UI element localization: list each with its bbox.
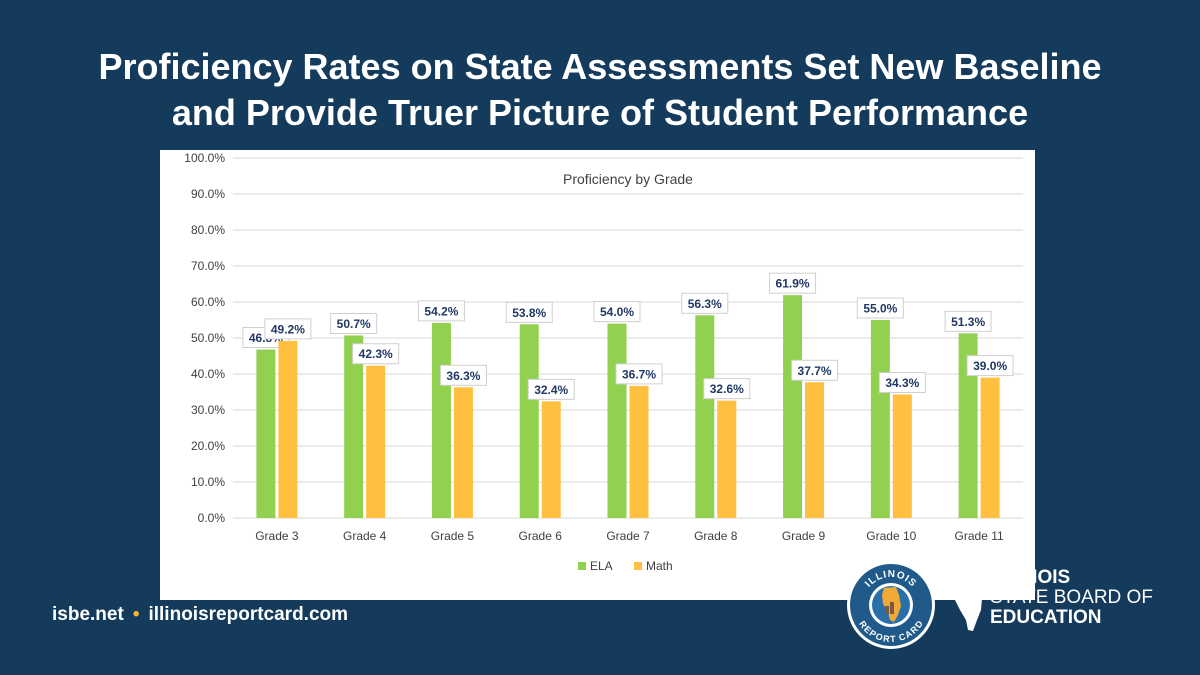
isbe-logo-line-1: ILLINOIS [990,567,1071,588]
y-tick-label: 80.0% [191,223,225,237]
data-label-box [966,355,1014,377]
x-tick-label: Grade 4 [343,529,387,543]
bar-ela [870,320,890,518]
data-label-box [527,378,575,400]
bar-ela [431,322,451,518]
bar-math [892,394,912,518]
bar-ela [958,333,978,518]
y-tick-label: 10.0% [191,475,225,489]
isbe-logo: ILLINOIS STATE BOARD OF EDUCATION [952,567,1153,634]
legend-label-ela: ELA [590,559,613,573]
legend-label-math: Math [646,559,673,573]
data-label-box [681,292,729,314]
bar-ela [256,349,276,518]
data-label-math: 49.2% [271,322,305,336]
y-tick-label: 90.0% [191,187,225,201]
data-label-math: 37.7% [798,364,832,378]
illinois-report-card-badge: ILLINOIS REPORT CARD [846,560,936,650]
data-label-ela: 54.0% [600,305,634,319]
data-label-math: 36.7% [622,367,656,381]
data-label-ela: 55.0% [863,302,897,316]
legend-swatch-ela [578,562,586,570]
data-label-box [417,300,465,322]
data-label-box [330,312,378,334]
x-tick-label: Grade 9 [782,529,826,543]
isbe-logo-line-2: STATE BOARD OF [990,587,1153,608]
y-tick-label: 30.0% [191,403,225,417]
proficiency-bar-chart: 0.0% 10.0% 20.0% 30.0% 40.0% 50.0% 60.0% 70.0% 8… [184,151,1023,573]
isbe-logo-line-3: EDUCATION [990,607,1102,628]
legend-swatch-math [634,562,642,570]
data-label-box [439,364,487,386]
x-tick-label: Grade 5 [431,529,475,543]
data-label-box [264,318,312,340]
data-label-box [856,297,904,319]
data-label-ela: 56.3% [688,297,722,311]
data-label-box [944,310,992,332]
bar-math [541,401,561,518]
bar-ela [695,315,715,518]
headline-line-1: Proficiency Rates on State Assessments S… [98,46,1102,87]
y-tick-label: 20.0% [191,439,225,453]
data-label-math: 42.3% [359,347,393,361]
data-label-box [615,363,663,385]
data-label-ela: 50.7% [337,317,371,331]
x-tick-label: Grade 8 [694,529,738,543]
headline: Proficiency Rates on State Assessments S… [0,44,1200,136]
bar-ela [344,335,364,518]
y-tick-label: 70.0% [191,259,225,273]
bar-math [805,382,825,518]
data-label-box [593,301,641,323]
illinois-outline-icon [954,569,982,631]
data-label-box [505,301,553,323]
bar-ela [607,323,627,518]
data-label-ela: 54.2% [424,304,458,318]
chart-panel: 0.0% 10.0% 20.0% 30.0% 40.0% 50.0% 60.0% 70.0% 8… [160,150,1035,600]
data-label-box [352,343,400,365]
data-label-ela: 51.3% [951,315,985,329]
bar-math [453,387,473,518]
x-tick-label: Grade 3 [255,529,299,543]
chart-title: Proficiency by Grade [563,171,693,187]
y-tick-label: 100.0% [184,151,225,165]
bar-ela [783,295,803,518]
isbe-link[interactable]: isbe.net [52,604,124,625]
bar-math [278,340,298,518]
y-tick-label: 40.0% [191,367,225,381]
y-tick-label: 60.0% [191,295,225,309]
y-tick-label: 50.0% [191,331,225,345]
bar-ela [519,324,539,518]
data-label-box [703,378,751,400]
footer-links: isbe.net • illinoisreportcard.com [52,604,348,626]
x-tick-label: Grade 10 [866,529,916,543]
data-label-box [878,372,926,394]
data-label-box [769,272,817,294]
data-label-math: 36.3% [446,369,480,383]
data-label-math: 32.4% [534,383,568,397]
y-tick-label: 0.0% [198,511,226,525]
data-label-box [791,359,839,381]
data-label-math: 39.0% [973,359,1007,373]
data-label-ela: 53.8% [512,306,546,320]
data-label-math: 32.6% [710,382,744,396]
data-label-ela: 61.9% [776,277,810,291]
x-tick-label: Grade 11 [955,529,1004,543]
x-tick-label: Grade 6 [519,529,563,543]
x-tick-label: Grade 7 [606,529,650,543]
report-card-link[interactable]: illinoisreportcard.com [148,604,349,625]
bar-math [366,365,386,518]
data-label-math: 34.3% [885,376,919,390]
bar-math [980,377,1000,518]
bar-math [717,400,737,518]
headline-line-2: and Provide Truer Picture of Student Per… [171,92,1029,133]
bar-math [629,385,649,518]
footer-separator: • [132,604,140,625]
